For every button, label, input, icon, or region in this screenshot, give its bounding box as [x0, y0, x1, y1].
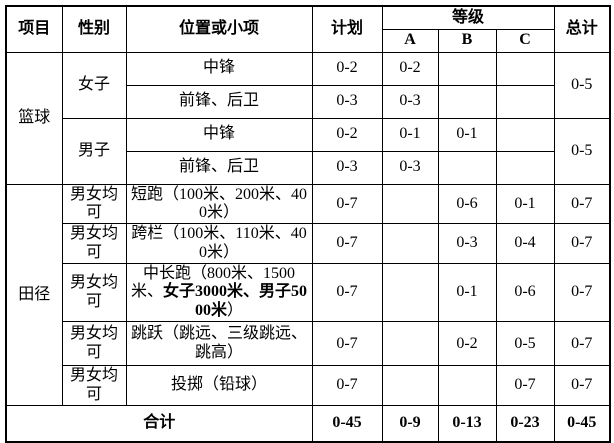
cell-grade-a: 0-1 — [381, 117, 439, 152]
header-plan: 计划 — [311, 5, 383, 53]
footer-label: 合计 — [5, 405, 313, 443]
cell-position: 短跑（100米、200米、400米） — [125, 183, 313, 225]
cell-grade-b: 0-3 — [437, 223, 497, 265]
cell-total: 0-5 — [553, 51, 611, 119]
cell-total: 0-5 — [553, 117, 611, 185]
cell-gender-any: 男女均可 — [61, 263, 127, 323]
cell-grade-c: 0-6 — [495, 263, 555, 323]
cell-grade-a — [381, 223, 439, 265]
cell-grade-b — [437, 84, 497, 119]
cell-total: 0-7 — [553, 263, 611, 323]
cell-position: 中长跑（800米、1500米、女子3000米、男子5000米） — [125, 263, 313, 323]
table-row: 田径 男女均可 短跑（100米、200米、400米） 0-7 0-6 0-1 0… — [5, 183, 611, 407]
cell-grade-a — [381, 183, 439, 225]
cell-position: 跨栏（100米、110米、400米） — [125, 223, 313, 265]
cell-grade-b: 0-6 — [437, 183, 497, 225]
cell-grade-a — [381, 263, 439, 323]
cell-total: 0-7 — [553, 321, 611, 367]
cell-plan: 0-7 — [311, 321, 383, 367]
cell-gender-male: 男子 — [61, 117, 127, 185]
footer-grade-a: 0-9 — [381, 405, 439, 443]
table-row: 男女均可 跳跃（跳远、三级跳远、跳高） 0-7 0-2 0-5 0-7 — [6, 321, 611, 367]
position-text-bold: 女子3000米、男子5000米 — [163, 283, 308, 319]
header-row-1: 项目 性别 位置或小项 计划 等级 总计 — [5, 5, 611, 53]
cell-grade-a — [381, 321, 439, 367]
cell-gender-any: 男女均可 — [61, 183, 127, 225]
cell-grade-b — [437, 51, 497, 86]
footer-grade-b: 0-13 — [437, 405, 497, 443]
header-grade-a: A — [381, 28, 439, 53]
cell-grade-c — [495, 51, 555, 86]
cell-position: 前锋、后卫 — [125, 84, 313, 119]
cell-project-basketball: 篮球 — [5, 51, 63, 185]
cell-gender-any: 男女均可 — [61, 365, 127, 407]
cell-grade-c — [495, 84, 555, 119]
table-row: 男女均可 投掷（铅球） 0-7 0-7 0-7 — [6, 365, 611, 407]
header-grade: 等级 — [381, 5, 555, 30]
header-total: 总计 — [553, 5, 611, 53]
cell-grade-c: 0-1 — [495, 183, 555, 225]
cell-grade-b — [437, 150, 497, 185]
recruitment-quota-table: 项目 性别 位置或小项 计划 等级 总计 A B C 篮球 女子 中锋 0-2 … — [5, 5, 612, 443]
cell-position: 投掷（铅球） — [125, 365, 313, 407]
cell-gender-female: 女子 — [61, 51, 127, 119]
cell-grade-c — [495, 117, 555, 152]
cell-plan: 0-3 — [311, 84, 383, 119]
header-grade-c: C — [495, 28, 555, 53]
table-row: 男女均可 跨栏（100米、110米、400米） 0-7 0-3 0-4 0-7 — [6, 223, 611, 265]
header-grade-b: B — [437, 28, 497, 53]
cell-grade-a: 0-3 — [381, 84, 439, 119]
cell-plan: 0-7 — [311, 263, 383, 323]
cell-gender-any: 男女均可 — [61, 321, 127, 367]
header-gender: 性别 — [61, 5, 127, 53]
position-text: 中长跑（800米、1500米、 — [130, 265, 295, 301]
cell-grade-b: 0-2 — [437, 321, 497, 367]
cell-gender-any: 男女均可 — [61, 223, 127, 265]
cell-total: 0-7 — [553, 223, 611, 265]
cell-plan: 0-2 — [311, 117, 383, 152]
table-row: 篮球 女子 中锋 0-2 0-2 0-5 — [5, 51, 611, 185]
position-text: ） — [227, 301, 244, 319]
table-row: 前锋、后卫 0-3 0-3 — [6, 84, 610, 119]
cell-total: 0-7 — [553, 365, 611, 407]
cell-grade-c: 0-4 — [495, 223, 555, 265]
footer-total: 0-45 — [553, 405, 611, 443]
cell-grade-c: 0-7 — [495, 365, 555, 407]
cell-plan: 0-3 — [311, 150, 383, 185]
cell-grade-a: 0-3 — [381, 150, 439, 185]
cell-project-track: 田径 — [5, 183, 63, 407]
footer-grade-c: 0-23 — [495, 405, 555, 443]
table-row: 男子 中锋 0-2 0-1 0-1 0-5 — [6, 117, 611, 185]
cell-plan: 0-7 — [311, 223, 383, 265]
cell-plan: 0-7 — [311, 365, 383, 407]
cell-grade-c — [495, 150, 555, 185]
cell-position: 跳跃（跳远、三级跳远、跳高） — [125, 321, 313, 367]
cell-grade-c: 0-5 — [495, 321, 555, 367]
cell-plan: 0-2 — [311, 51, 383, 86]
cell-position: 前锋、后卫 — [125, 150, 313, 185]
cell-grade-b: 0-1 — [437, 117, 497, 152]
header-position: 位置或小项 — [125, 5, 313, 53]
header-project: 项目 — [5, 5, 63, 53]
cell-plan: 0-7 — [311, 183, 383, 225]
cell-position: 中锋 — [125, 51, 313, 86]
cell-grade-a: 0-2 — [381, 51, 439, 86]
cell-grade-b: 0-1 — [437, 263, 497, 323]
footer-row: 合计 0-45 0-9 0-13 0-23 0-45 — [5, 405, 611, 443]
cell-position: 中锋 — [125, 117, 313, 152]
table-row: 男女均可 中长跑（800米、1500米、女子3000米、男子5000米） 0-7… — [6, 263, 611, 323]
cell-grade-b — [437, 365, 497, 407]
cell-total: 0-7 — [553, 183, 611, 225]
table-row: 前锋、后卫 0-3 0-3 — [6, 150, 610, 185]
cell-grade-a — [381, 365, 439, 407]
footer-plan: 0-45 — [311, 405, 383, 443]
